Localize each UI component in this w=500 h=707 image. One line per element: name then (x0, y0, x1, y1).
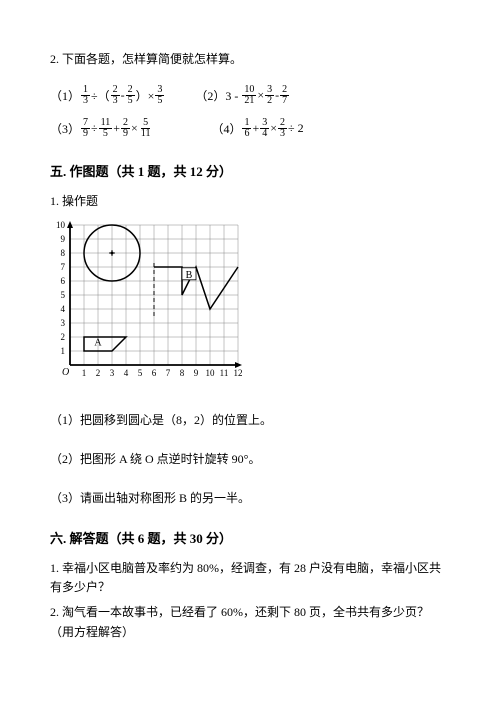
grid-figure: 12345678910111212345678910OAB (50, 219, 450, 389)
svg-text:5: 5 (61, 290, 66, 300)
expr-4-tail: ÷ 2 (288, 121, 304, 136)
svg-text:2: 2 (96, 368, 101, 378)
frac-den: 9 (81, 129, 90, 139)
svg-text:2: 2 (61, 332, 66, 342)
frac-den: 21 (242, 96, 256, 106)
svg-text:B: B (186, 270, 193, 281)
frac: 79 (81, 118, 90, 139)
problem-2-intro: 2. 下面各题，怎样算简便就怎样算。 (50, 50, 450, 67)
svg-text:3: 3 (110, 368, 115, 378)
frac: 23 (278, 118, 287, 139)
op: - (275, 88, 279, 103)
svg-text:1: 1 (82, 368, 87, 378)
frac: 115 (99, 118, 113, 139)
expr-row-1: （1） 13 ÷（ 23 - 25 ）× 35 （2）3 - 1021 × 32… (50, 85, 450, 106)
frac: 25 (126, 85, 135, 106)
frac-den: 5 (155, 96, 164, 106)
section-6-q1: 1. 幸福小区电脑普及率约为 80%，经调查，有 28 户没有电脑，幸福小区共有… (50, 559, 450, 597)
op: × (257, 88, 264, 103)
op: × (131, 121, 138, 136)
frac-den: 3 (81, 96, 90, 106)
section-6-q2: 2. 淘气看一本故事书，已经看了 60%，还剩下 80 页，全书共有多少页？（用… (50, 603, 450, 641)
section-6-title: 六. 解答题（共 6 题，共 30 分） (50, 528, 450, 547)
svg-text:6: 6 (61, 276, 66, 286)
section-5-q1: （1）把圆移到圆心是（8，2）的位置上。 (50, 411, 450, 428)
frac-den: 11 (139, 129, 153, 139)
op: + (252, 121, 259, 136)
svg-text:8: 8 (180, 368, 185, 378)
frac: 34 (260, 118, 269, 139)
svg-text:5: 5 (138, 368, 143, 378)
svg-text:10: 10 (206, 368, 216, 378)
op: ）× (136, 87, 155, 104)
svg-text:9: 9 (194, 368, 199, 378)
expr-2-label: （2）3 - (195, 87, 238, 104)
section-5-title: 五. 作图题（共 1 题，共 12 分） (50, 161, 450, 180)
svg-text:4: 4 (61, 304, 66, 314)
frac-den: 7 (280, 96, 289, 106)
svg-text:11: 11 (220, 368, 229, 378)
svg-text:6: 6 (152, 368, 157, 378)
op: × (270, 121, 277, 136)
frac-den: 2 (265, 96, 274, 106)
expr-1: （1） 13 ÷（ 23 - 25 ）× 35 (50, 85, 165, 106)
svg-text:O: O (62, 367, 69, 378)
section-5-q3: （3）请画出轴对称图形 B 的另一半。 (50, 489, 450, 506)
frac-den: 6 (242, 129, 251, 139)
svg-text:12: 12 (234, 368, 243, 378)
svg-text:10: 10 (56, 220, 66, 230)
expr-1-label: （1） (50, 87, 80, 104)
frac-den: 9 (121, 129, 130, 139)
expr-row-2: （3） 79 ÷ 115 + 29 × 511 （4） 16 + 34 × 23… (50, 118, 450, 139)
frac: 1021 (242, 85, 256, 106)
frac-den: 3 (111, 96, 120, 106)
op: ÷（ (91, 87, 110, 104)
op: - (121, 88, 125, 103)
svg-text:8: 8 (61, 248, 66, 258)
op: + (113, 121, 120, 136)
svg-text:7: 7 (166, 368, 171, 378)
frac: 27 (280, 85, 289, 106)
expr-3-label: （3） (50, 120, 80, 137)
frac: 32 (265, 85, 274, 106)
grid-svg: 12345678910111212345678910OAB (50, 219, 245, 384)
op (238, 88, 241, 103)
expr-3: （3） 79 ÷ 115 + 29 × 511 (50, 118, 153, 139)
frac: 29 (121, 118, 130, 139)
frac: 23 (111, 85, 120, 106)
frac: 13 (81, 85, 90, 106)
svg-text:4: 4 (124, 368, 129, 378)
svg-text:7: 7 (61, 262, 66, 272)
expr-4: （4） 16 + 34 × 23 ÷ 2 (211, 118, 303, 139)
svg-text:1: 1 (61, 346, 66, 356)
frac: 35 (155, 85, 164, 106)
section-5-item1: 1. 操作题 (50, 192, 450, 209)
frac-den: 5 (126, 96, 135, 106)
frac-den: 4 (260, 129, 269, 139)
frac-den: 5 (101, 129, 110, 139)
frac-den: 3 (278, 129, 287, 139)
svg-text:A: A (94, 337, 102, 348)
frac: 16 (242, 118, 251, 139)
op: ÷ (91, 121, 98, 136)
section-5-q2: （2）把图形 A 绕 O 点逆时针旋转 90°。 (50, 450, 450, 467)
svg-text:3: 3 (61, 318, 66, 328)
expr-4-label: （4） (211, 120, 241, 137)
frac: 511 (139, 118, 153, 139)
svg-text:9: 9 (61, 234, 66, 244)
expr-2: （2）3 - 1021 × 32 - 27 (195, 85, 290, 106)
